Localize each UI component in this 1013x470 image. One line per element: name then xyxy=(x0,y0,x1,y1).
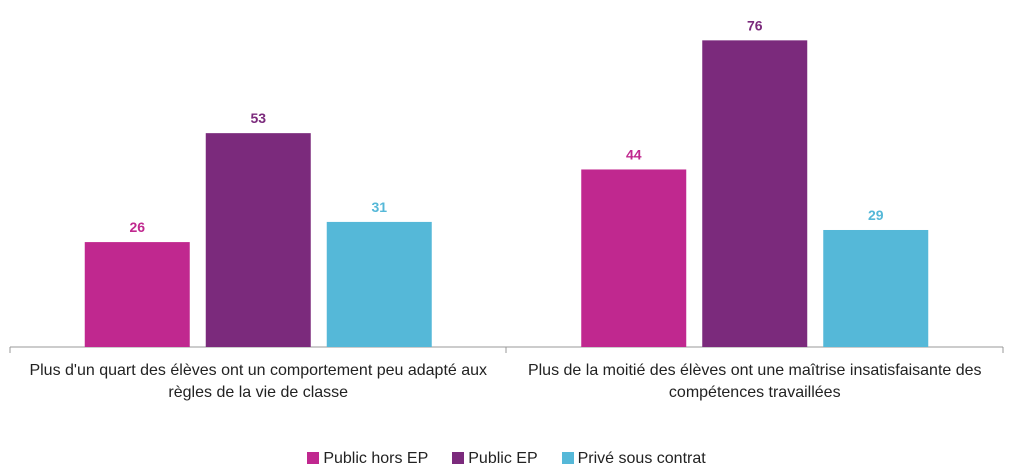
legend-swatch xyxy=(561,452,574,464)
value-label: 26 xyxy=(129,219,145,235)
bar xyxy=(702,40,808,347)
value-label: 76 xyxy=(747,17,763,33)
legend-item: Privé sous contrat xyxy=(561,450,706,468)
value-label: 44 xyxy=(626,146,642,162)
bar xyxy=(326,221,432,347)
legend-item: Public EP xyxy=(452,450,538,468)
bar xyxy=(84,242,190,347)
value-label: 31 xyxy=(371,199,387,215)
legend-swatch xyxy=(452,452,465,464)
chart: 26 53 31 44 76 29 xyxy=(9,17,1004,353)
bar xyxy=(205,133,311,347)
legend: Public hors EP Public EP Privé sous contra… xyxy=(0,450,1013,468)
legend-label: Public hors EP xyxy=(323,450,429,467)
bar xyxy=(581,169,687,347)
legend-swatch xyxy=(307,452,320,464)
value-label: 29 xyxy=(868,207,884,223)
x-tick-label: Plus de la moitié des élèves ont une maî… xyxy=(527,362,982,401)
legend-item: Public hors EP xyxy=(307,450,428,468)
bar xyxy=(823,229,929,347)
legend-label: Public EP xyxy=(468,450,538,467)
legend-label: Privé sous contrat xyxy=(577,450,706,467)
value-label: 53 xyxy=(250,110,266,126)
x-tick-label: Plus d'un quart des élèves ont un compor… xyxy=(29,362,488,401)
